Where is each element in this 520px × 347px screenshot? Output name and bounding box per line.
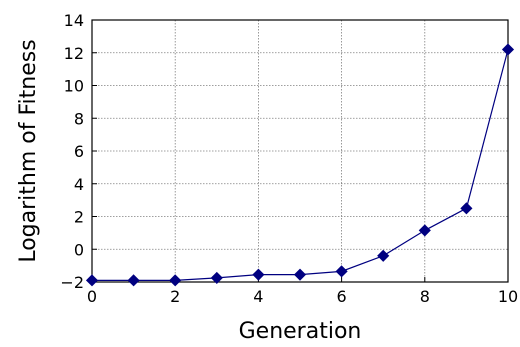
y-tick-label: 4 (74, 175, 84, 194)
y-tick-label: −2 (60, 273, 84, 292)
y-axis-title: Logarithm of Fitness (16, 39, 41, 262)
x-tick-label: 4 (253, 287, 263, 306)
y-tick-label: 12 (64, 44, 84, 63)
data-point-marker (418, 224, 431, 237)
data-point-marker (501, 43, 515, 56)
y-tick-label: 6 (74, 142, 84, 161)
data-point-marker (252, 268, 265, 281)
y-tick-label: 10 (64, 77, 84, 96)
y-tick-label: 2 (74, 208, 84, 227)
x-tick-label: 10 (498, 287, 518, 306)
data-point-marker (377, 249, 390, 262)
data-point-marker (210, 271, 223, 284)
y-tick-label: 0 (74, 240, 84, 259)
x-axis-title: Generation (239, 319, 362, 344)
y-tick-label: 8 (74, 109, 84, 128)
data-point-marker (293, 268, 307, 281)
x-tick-label: 2 (170, 287, 180, 306)
x-tick-label: 8 (420, 287, 430, 306)
data-point-marker (460, 202, 473, 215)
x-tick-label: 6 (337, 287, 347, 306)
x-tick-label: 0 (87, 287, 97, 306)
data-point-marker (169, 274, 182, 287)
series-layer (85, 43, 515, 287)
y-tick-label: 14 (64, 11, 84, 30)
grid (92, 20, 508, 282)
data-point-marker (335, 265, 348, 278)
data-point-marker (85, 274, 99, 287)
data-point-marker (127, 274, 140, 287)
